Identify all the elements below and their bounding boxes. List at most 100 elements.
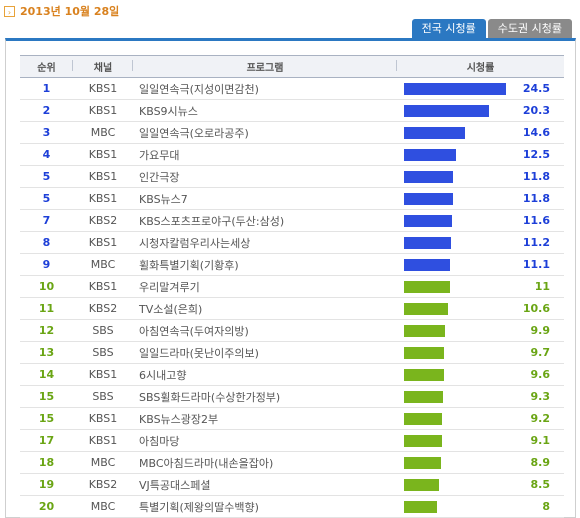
rank-cell: 20 [20,495,73,518]
rating-value: 9.9 [530,324,551,337]
program-cell: 인간극장 [133,165,397,188]
rating-bar [404,259,450,271]
table-row: 7 KBS2 KBS스포츠프로야구(두산:삼성) 11.6 [20,209,564,232]
rating-cell: 20.3 [397,99,564,122]
rating-bar [404,237,451,249]
table-row: 9 MBC 휠화특별기획(기황후) 11.1 [20,253,564,276]
table-row: 18 MBC MBC아침드라마(내손을잡아) 8.9 [20,451,564,474]
program-cell: KBS뉴스광장2부 [133,407,397,430]
rank-cell: 7 [20,209,73,232]
rating-bar [404,369,444,381]
program-cell: 가요무대 [133,143,397,166]
rating-cell: 11.8 [397,187,564,210]
program-cell: 아침마당 [133,429,397,452]
rating-value: 10.6 [522,302,550,315]
rank-cell: 13 [20,341,73,364]
table-row: 20 MBC 특별기획(제왕의딸수백향) 8 [20,495,564,518]
channel-cell: SBS [73,319,133,342]
channel-cell: KBS1 [73,77,133,100]
table-row: 8 KBS1 시청자칼럼우리사는세상 11.2 [20,231,564,254]
program-cell: 아침연속극(두여자의방) [133,319,397,342]
rating-bar [404,457,441,469]
rank-cell: 19 [20,473,73,496]
rating-cell: 12.5 [397,143,564,166]
rating-bar [404,193,453,205]
header-program: 프로그램 [133,55,397,78]
date-header: › 2013년 10월 28일 [4,3,119,19]
tab-capital-area-rating[interactable]: 수도권 시청률 [487,19,572,38]
rating-value: 24.5 [522,82,550,95]
rating-value: 8 [542,500,550,513]
rank-cell: 1 [20,77,73,100]
rating-cell: 9.3 [397,385,564,408]
rating-cell: 8.9 [397,451,564,474]
rating-bar [404,479,439,491]
rating-cell: 9.9 [397,319,564,342]
program-cell: 시청자칼럼우리사는세상 [133,231,397,254]
table-row: 12 SBS 아침연속극(두여자의방) 9.9 [20,319,564,342]
rank-cell: 12 [20,319,73,342]
rating-value: 12.5 [522,148,550,161]
table-row: 19 KBS2 VJ특공대스페셜 8.5 [20,473,564,496]
program-cell: 특별기획(제왕의딸수백향) [133,495,397,518]
table-row: 5 KBS1 인간극장 11.8 [20,165,564,188]
rating-bar [404,413,442,425]
rating-value: 9.3 [530,390,551,403]
channel-cell: MBC [73,495,133,518]
rating-cell: 24.5 [397,77,564,100]
rating-cell: 11.2 [397,231,564,254]
rating-value: 9.2 [530,412,551,425]
rating-tabs: 전국 시청률 수도권 시청률 [410,19,572,38]
program-cell: 일일연속극(지성이면감천) [133,77,397,100]
program-cell: KBS9시뉴스 [133,99,397,122]
rank-cell: 8 [20,231,73,254]
rank-cell: 14 [20,363,73,386]
rank-cell: 11 [20,297,73,320]
rating-cell: 9.7 [397,341,564,364]
channel-cell: KBS1 [73,143,133,166]
table-row: 1 KBS1 일일연속극(지성이면감천) 24.5 [20,77,564,100]
rating-bar [404,149,456,161]
channel-cell: KBS1 [73,99,133,122]
rating-value: 11.2 [522,236,550,249]
rating-value: 8.9 [530,456,551,469]
header-channel: 채널 [73,55,133,78]
rank-cell: 2 [20,99,73,122]
channel-cell: KBS2 [73,209,133,232]
rating-value: 11.8 [522,170,550,183]
rating-bar [404,215,452,227]
rating-bar [404,127,465,139]
rating-bar [404,171,453,183]
rank-cell: 5 [20,165,73,188]
program-cell: 일일연속극(오로라공주) [133,121,397,144]
rank-cell: 15 [20,407,73,430]
channel-cell: SBS [73,385,133,408]
table-row: 5 KBS1 KBS뉴스7 11.8 [20,187,564,210]
rating-cell: 8.5 [397,473,564,496]
rating-value: 9.6 [530,368,551,381]
channel-cell: KBS2 [73,473,133,496]
rating-cell: 8 [397,495,564,518]
channel-cell: MBC [73,451,133,474]
table-row: 10 KBS1 우리말겨루기 11 [20,275,564,298]
rank-cell: 15 [20,385,73,408]
program-cell: 휠화특별기획(기황후) [133,253,397,276]
tab-national-rating[interactable]: 전국 시청률 [411,19,486,38]
program-cell: KBS스포츠프로야구(두산:삼성) [133,209,397,232]
channel-cell: MBC [73,121,133,144]
rank-cell: 10 [20,275,73,298]
rating-bar [404,105,489,117]
table-row: 15 SBS SBS휠화드라마(수상한가정부) 9.3 [20,385,564,408]
channel-cell: KBS1 [73,187,133,210]
rank-cell: 17 [20,429,73,452]
program-cell: 일일드라마(못난이주의보) [133,341,397,364]
table-row: 15 KBS1 KBS뉴스광장2부 9.2 [20,407,564,430]
program-cell: 6시내고향 [133,363,397,386]
rating-value: 20.3 [522,104,550,117]
program-cell: TV소설(은희) [133,297,397,320]
rank-cell: 9 [20,253,73,276]
rating-value: 8.5 [530,478,551,491]
channel-cell: KBS1 [73,231,133,254]
channel-cell: KBS1 [73,363,133,386]
table-row: 2 KBS1 KBS9시뉴스 20.3 [20,99,564,122]
